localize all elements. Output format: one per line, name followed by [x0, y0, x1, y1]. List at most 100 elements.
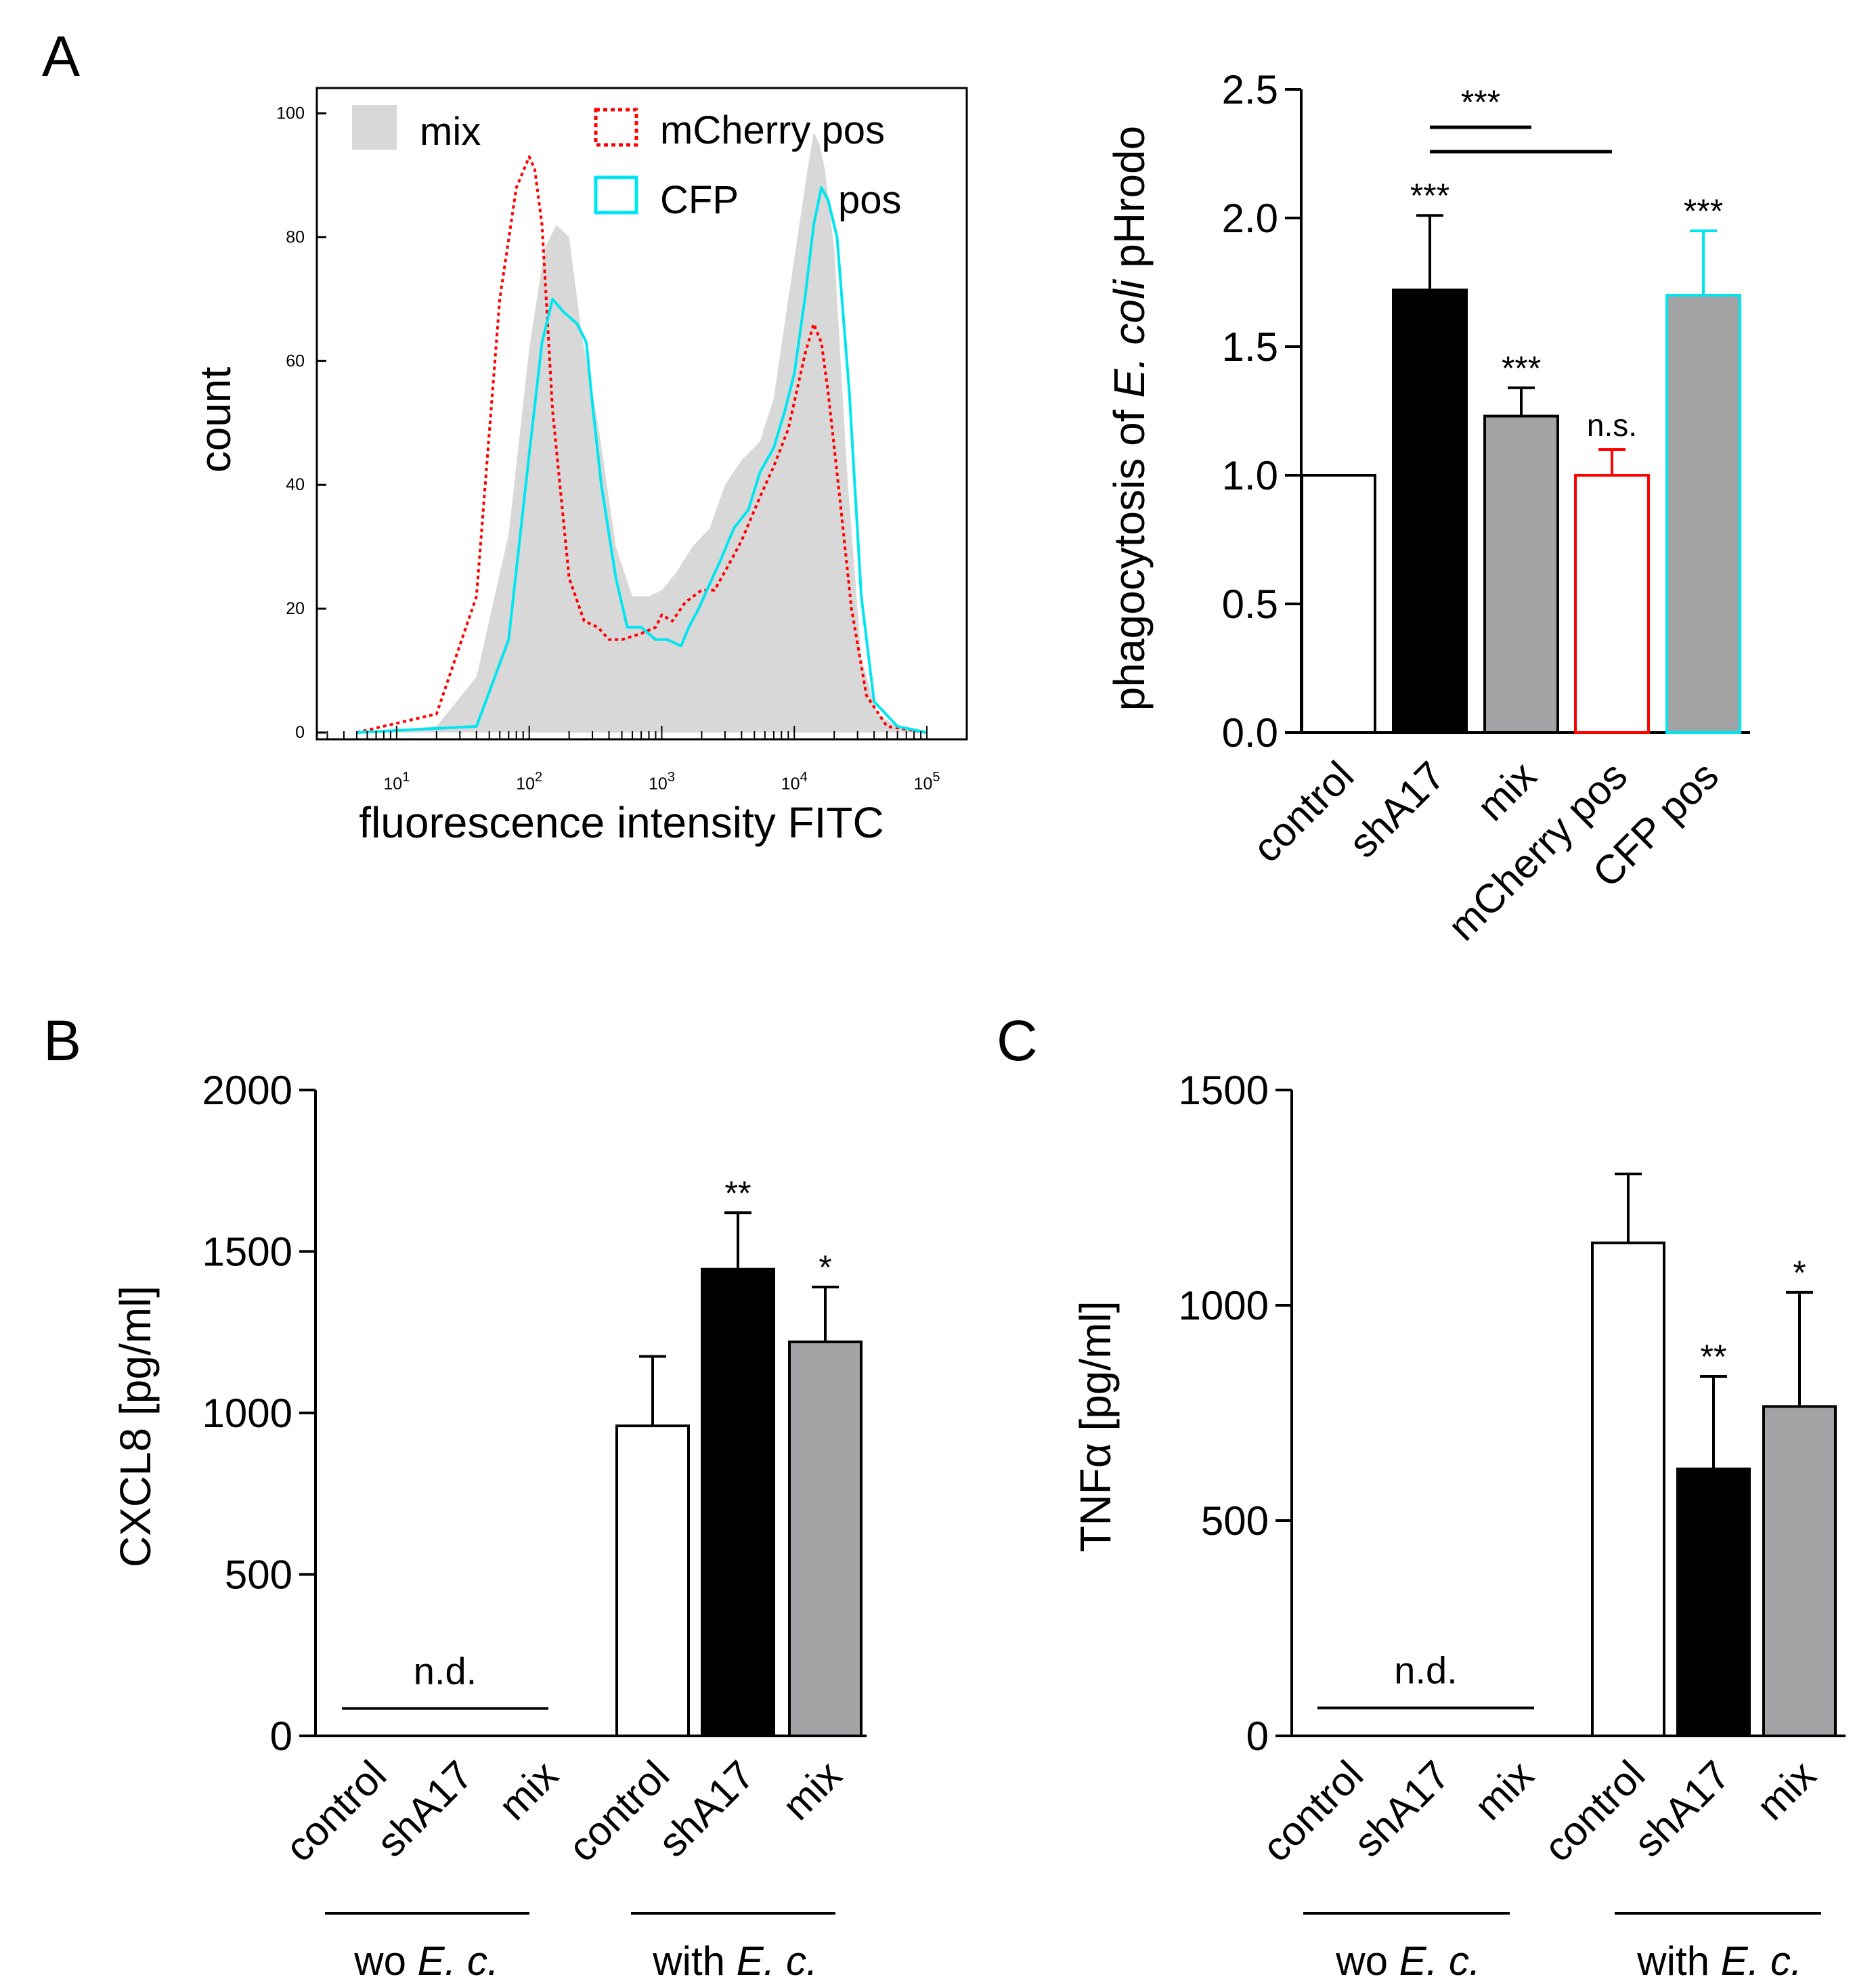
bar-b-nd-label: n.d.	[414, 1649, 477, 1692]
bar-c-category-label: mix	[1748, 1752, 1825, 1829]
bar-a-bar	[1483, 414, 1559, 734]
bar-c-nd-label: n.d.	[1394, 1649, 1457, 1692]
bar-a-comparison-label: ***	[1461, 83, 1500, 121]
hist-x-tick-exp: 2	[535, 770, 542, 785]
bar-c-significance-label: **	[1701, 1338, 1727, 1376]
bar-c-bar	[1762, 1405, 1837, 1737]
hist-x-tick-base: 10	[383, 775, 402, 793]
hist-x-tick-base: 10	[516, 775, 535, 793]
bar-c-significance-label: *	[1793, 1254, 1806, 1292]
bar-chart-panel-a: phagocytosis of E. coli pHrodo 0.0 0.5 1.0…	[1105, 67, 1750, 949]
bar-b-group-label-plain: with	[652, 1938, 736, 1983]
bar-c-y-tick-label: 500	[1201, 1498, 1269, 1544]
bar-b-significance-label: *	[819, 1248, 831, 1286]
bar-a-y-axis-title-part-3: pHrodo	[1105, 126, 1154, 280]
bar-c-bar	[1676, 1467, 1751, 1737]
bar-c-y-tick-label: 1500	[1179, 1068, 1269, 1113]
bar-a-category-label: shA17	[1340, 753, 1454, 867]
hist-y-tick-label: 0	[295, 723, 305, 742]
bar-b-group-label: wo E. c.	[353, 1938, 498, 1983]
bar-a-bar	[1665, 294, 1741, 734]
hist-x-tick-label: 102	[516, 770, 542, 793]
bar-b-bar	[701, 1267, 775, 1737]
legend-swatch-cfp	[594, 175, 638, 215]
bar-a-category-label: control	[1244, 753, 1362, 871]
bar-c-category-label: shA17	[1626, 1752, 1739, 1866]
bar-c-y-axis-title: TNFα [pg/ml]	[1071, 1301, 1120, 1552]
hist-x-tick-base: 10	[649, 775, 668, 793]
bar-a-y-tick-label: 1.0	[1222, 453, 1278, 498]
bar-a-y-tick-label: 1.5	[1222, 324, 1278, 370]
bar-b-category-label: mix	[490, 1752, 567, 1829]
histogram-y-axis-title: count	[191, 367, 240, 473]
histogram-x-axis-title: fluorescence intensity FITC	[359, 798, 884, 847]
bar-b-category-label: control	[276, 1752, 395, 1871]
bar-b-y-axis-title: CXCL8 [pg/ml]	[111, 1286, 160, 1567]
bar-b-group-label-italic: E. c.	[737, 1938, 818, 1983]
bar-a-y-axis-title: phagocytosis of E. coli pHrodo	[1105, 126, 1154, 711]
bar-b-category-label: mix	[774, 1752, 850, 1829]
hist-x-tick-label: 103	[649, 770, 675, 793]
hist-y-tick-label: 40	[286, 475, 305, 494]
histogram-legend: mix mCherry pos CFP pos	[352, 105, 902, 222]
hist-x-tick-exp: 5	[932, 770, 940, 785]
legend-label-mcherry: mCherry pos	[660, 108, 885, 152]
hist-x-tick-base: 10	[781, 775, 800, 793]
bar-c-group-label-plain: wo	[1335, 1938, 1399, 1983]
bar-c-group-label-italic: E. c.	[1721, 1938, 1802, 1983]
hist-x-tick-label: 101	[383, 770, 410, 793]
hist-y-tick-label: 100	[276, 104, 305, 123]
bar-c-y-tick-label: 1000	[1179, 1283, 1269, 1328]
legend-label-cfp: CFP	[660, 178, 739, 222]
bar-c-y-tick-label: 0	[1246, 1714, 1269, 1759]
bar-a-significance-label: ***	[1410, 177, 1449, 215]
histogram-area-mix	[356, 131, 928, 733]
bar-a-significance-label: ***	[1684, 192, 1723, 230]
legend-swatch-mix	[352, 105, 397, 150]
bar-a-significance-label: ***	[1502, 349, 1541, 387]
legend-swatch-mcherry	[594, 108, 638, 147]
hist-y-tick-label: 20	[286, 599, 305, 618]
panel-letter-b: B	[43, 1009, 81, 1072]
bar-b-significance-label: **	[725, 1174, 751, 1212]
legend-label-mix: mix	[420, 110, 481, 154]
histogram-curves	[356, 131, 928, 734]
bar-c-group-label-italic: E. c.	[1399, 1938, 1481, 1983]
panel-letter-a: A	[42, 24, 80, 88]
bar-a-significance-label: n.s.	[1587, 408, 1637, 443]
bar-b-bar	[615, 1424, 690, 1738]
bar-c-group-label-plain: with	[1636, 1938, 1720, 1983]
panel-letter-c: C	[997, 1009, 1038, 1072]
hist-x-tick-exp: 3	[668, 770, 675, 785]
bar-b-category-label: shA17	[368, 1752, 482, 1866]
hist-x-tick-exp: 4	[800, 770, 808, 785]
bar-c-category-label: shA17	[1345, 1752, 1459, 1866]
histogram-line-cfp	[356, 186, 928, 734]
bar-c-category-label: control	[1253, 1752, 1372, 1871]
bar-b-category-label: control	[559, 1752, 678, 1871]
bar-c-category-label: mix	[1466, 1752, 1542, 1829]
bar-a-bar	[1392, 288, 1468, 734]
bar-c-category-label: control	[1535, 1752, 1653, 1871]
bar-a-y-tick-label: 2.0	[1222, 196, 1278, 241]
bar-a-y-axis-title-italic: E. coli	[1105, 279, 1154, 398]
bar-a-y-tick-label: 2.5	[1222, 67, 1278, 112]
bar-b-y-tick-label: 1000	[202, 1391, 292, 1436]
legend-label-pos: pos	[838, 178, 902, 222]
bar-a-bar	[1301, 474, 1376, 734]
bar-b-bar	[788, 1341, 863, 1738]
bar-c-group-label: with E. c.	[1636, 1938, 1802, 1983]
bar-c-group-label: wo E. c.	[1335, 1938, 1480, 1983]
bar-a-category-label: mix	[1468, 753, 1545, 829]
bar-a-bar	[1574, 474, 1650, 734]
bar-chart-panel-b: CXCL8 [pg/ml] 0500100015002000controlshA…	[111, 1068, 867, 1983]
bar-b-y-tick-label: 0	[270, 1714, 292, 1759]
hist-x-tick-base: 10	[914, 775, 933, 793]
bar-a-y-axis-title-part-1: phagocytosis of	[1105, 398, 1154, 712]
hist-y-tick-label: 60	[286, 351, 305, 370]
bar-b-group-label-plain: wo	[353, 1938, 417, 1983]
